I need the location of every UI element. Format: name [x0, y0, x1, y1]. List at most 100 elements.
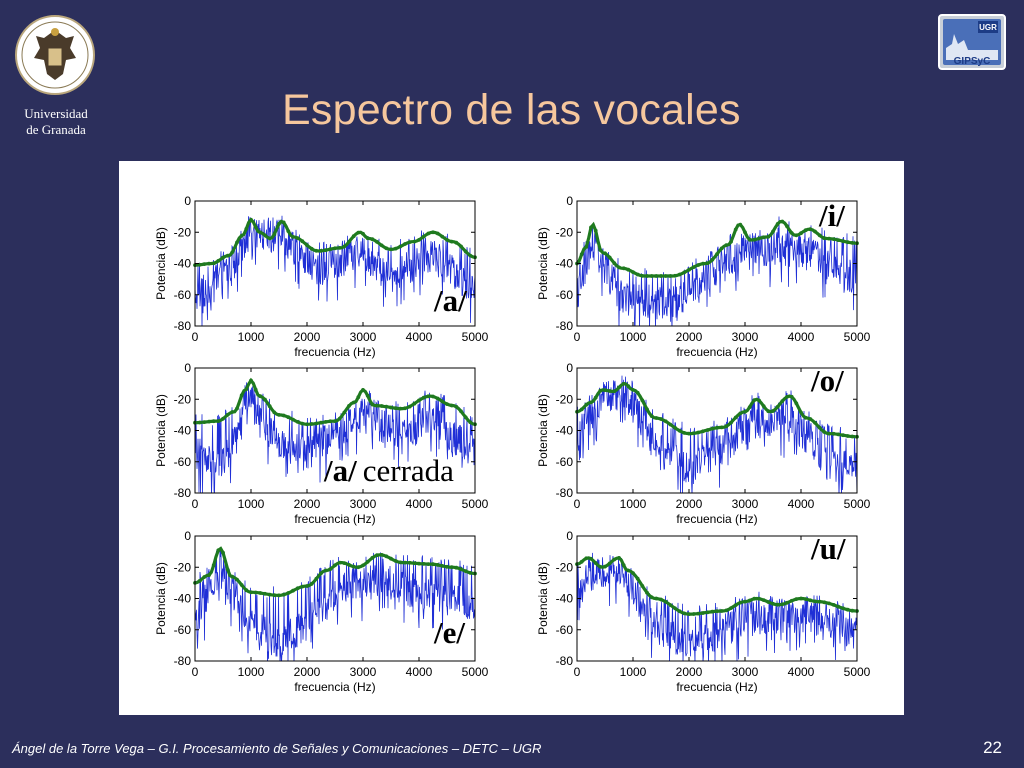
envelope-point	[421, 562, 426, 566]
envelope-point	[300, 239, 305, 244]
y-tick-label: 0	[184, 361, 191, 375]
envelope-point	[705, 428, 710, 432]
envelope-point	[752, 596, 757, 601]
envelope-point	[342, 244, 347, 249]
envelope-point	[845, 240, 850, 245]
envelope-point	[305, 243, 309, 248]
envelope-point	[459, 244, 463, 249]
envelope-point	[211, 563, 216, 568]
footer-credit: Ángel de la Torre Vega – G.I. Procesamie…	[12, 741, 542, 756]
envelope-point	[808, 598, 813, 603]
envelope-point	[579, 559, 584, 564]
x-tick-label: 2000	[676, 330, 703, 344]
vowel-spectra-figure: 0 1000 2000 3000 4000 5000 0 -20 -40 -60 -80 frecue…	[119, 161, 904, 715]
fft-spectrum-line	[195, 381, 475, 493]
envelope-point	[211, 419, 216, 424]
envelope-point	[607, 255, 612, 260]
envelope-point	[309, 246, 314, 251]
envelope-point	[771, 601, 775, 606]
envelope-point	[635, 576, 640, 581]
envelope-point	[668, 603, 673, 607]
envelope-point	[738, 411, 743, 416]
envelope-point	[617, 385, 621, 390]
envelope-point	[281, 220, 286, 225]
envelope-point	[822, 236, 827, 241]
envelope-point	[263, 591, 267, 596]
envelope-point	[449, 565, 454, 570]
envelope-point	[663, 419, 668, 424]
envelope-point	[845, 434, 850, 438]
x-tick-label: 4000	[788, 665, 815, 679]
envelope-point	[850, 241, 855, 245]
envelope-point	[747, 237, 752, 242]
envelope-point	[733, 415, 738, 420]
envelope-point	[333, 246, 337, 251]
envelope-point	[239, 583, 244, 587]
envelope-point	[831, 603, 836, 607]
y-tick-label: -60	[174, 455, 192, 469]
envelope-point	[435, 563, 440, 567]
envelope-point	[249, 378, 253, 383]
envelope-point	[426, 562, 431, 566]
envelope-point	[314, 421, 319, 426]
envelope-point	[794, 597, 799, 601]
envelope-point	[267, 404, 272, 409]
envelope-point	[603, 251, 607, 256]
envelope-point	[593, 228, 598, 233]
envelope-point	[691, 431, 696, 436]
envelope-point	[398, 244, 403, 249]
envelope-point	[603, 388, 607, 392]
y-tick-label: -20	[556, 225, 574, 239]
envelope-point	[831, 237, 836, 241]
envelope-point	[579, 252, 584, 257]
envelope-point	[766, 234, 771, 239]
envelope-point	[626, 568, 631, 573]
envelope-point	[673, 606, 677, 611]
envelope-point	[319, 571, 323, 576]
envelope-point	[393, 406, 398, 411]
envelope-point	[426, 231, 431, 236]
envelope-point	[845, 607, 850, 612]
envelope-point	[705, 610, 710, 615]
envelope-point	[239, 393, 244, 398]
envelope-point	[263, 397, 267, 402]
envelope-point	[351, 564, 356, 569]
envelope-point	[407, 560, 412, 565]
envelope-point	[598, 388, 603, 393]
y-tick-label: -80	[174, 486, 192, 500]
envelope-point	[701, 429, 705, 434]
envelope-point	[789, 598, 794, 603]
x-tick-label: 2000	[294, 497, 321, 511]
envelope-point	[682, 431, 687, 435]
envelope-point	[612, 389, 617, 394]
gipsyc-logo: UGR GIPSyC	[938, 14, 1006, 70]
envelope-point	[230, 574, 235, 579]
envelope-point	[393, 246, 398, 251]
envelope-point	[785, 395, 789, 399]
envelope-point	[370, 402, 375, 407]
envelope-point	[696, 430, 701, 435]
universidad-granada-seal	[14, 14, 96, 96]
envelope-point	[813, 599, 817, 604]
envelope-point	[426, 394, 431, 399]
envelope-point	[347, 239, 351, 244]
envelope-point	[328, 247, 333, 252]
vowel-label: /a/cerrada	[323, 453, 454, 488]
envelope-point	[677, 272, 682, 277]
envelope-point	[258, 591, 263, 595]
y-axis-label: Potencia (dB)	[536, 394, 550, 467]
envelope-point	[370, 556, 375, 560]
envelope-point	[356, 565, 361, 570]
x-tick-label: 3000	[732, 330, 759, 344]
envelope-point	[850, 608, 855, 613]
fft-spectrum-line	[577, 375, 857, 493]
envelope-point	[384, 554, 389, 559]
envelope-point	[701, 611, 705, 615]
x-tick-label: 5000	[844, 330, 871, 344]
envelope-point	[337, 416, 342, 421]
envelope-point	[771, 229, 775, 234]
envelope-point	[216, 419, 221, 423]
envelope-point	[342, 561, 347, 565]
envelope-point	[710, 426, 715, 431]
envelope-point	[347, 404, 351, 408]
